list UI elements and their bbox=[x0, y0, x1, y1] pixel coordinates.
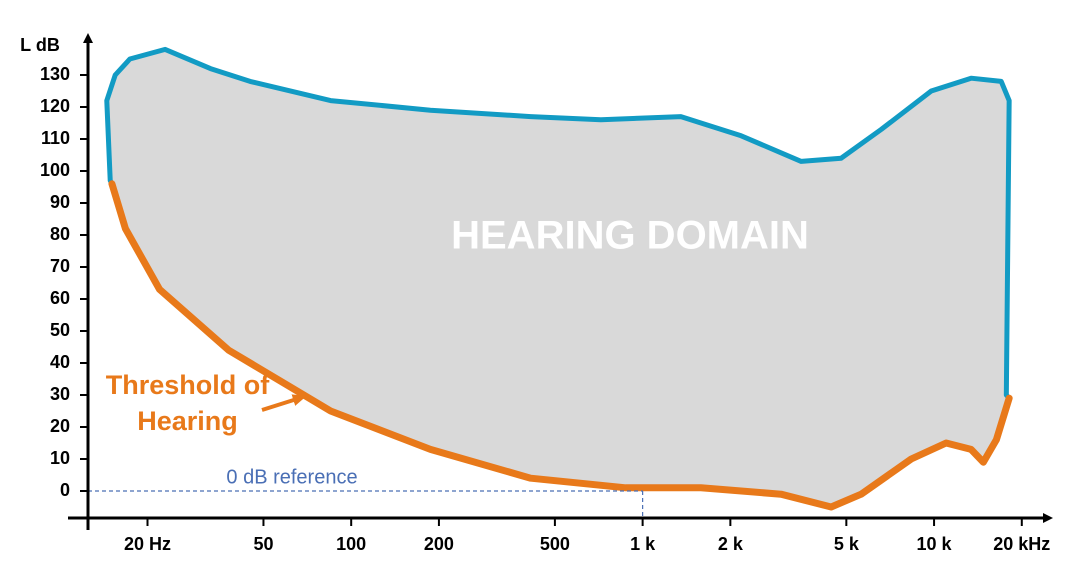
x-tick-label: 1 k bbox=[630, 534, 656, 554]
reference-label: 0 dB reference bbox=[226, 466, 357, 488]
y-tick-label: 100 bbox=[40, 160, 70, 180]
plot bbox=[88, 46, 1013, 518]
threshold-label: Threshold of Hearing bbox=[105, 370, 270, 436]
y-axis-label: L dB bbox=[20, 35, 60, 55]
y-tick-label: 60 bbox=[50, 288, 70, 308]
threshold-arrow bbox=[261, 394, 307, 412]
x-tick-label: 2 k bbox=[718, 534, 744, 554]
x-tick-label: 10 k bbox=[917, 534, 953, 554]
x-tick-label: 5 k bbox=[834, 534, 860, 554]
x-tick-label: 100 bbox=[336, 534, 366, 554]
x-tick-label: 200 bbox=[424, 534, 454, 554]
y-tick-label: 130 bbox=[40, 64, 70, 84]
x-tick-label: 500 bbox=[540, 534, 570, 554]
y-tick-label: 10 bbox=[50, 448, 70, 468]
y-tick-label: 40 bbox=[50, 352, 70, 372]
y-tick-label: 80 bbox=[50, 224, 70, 244]
y-tick-label: 30 bbox=[50, 384, 70, 404]
y-tick-label: 50 bbox=[50, 320, 70, 340]
y-tick-label: 70 bbox=[50, 256, 70, 276]
x-tick-label: 20 kHz bbox=[993, 534, 1050, 554]
y-tick-label: 110 bbox=[41, 128, 70, 148]
domain-label: HEARING DOMAIN bbox=[451, 214, 809, 258]
threshold-line bbox=[108, 180, 1013, 511]
y-tick-label: 20 bbox=[50, 416, 70, 436]
x-tick-label: 20 Hz bbox=[124, 534, 171, 554]
y-tick-label: 0 bbox=[60, 480, 70, 500]
x-tick-label: 50 bbox=[253, 534, 273, 554]
y-tick-label: 90 bbox=[50, 192, 70, 212]
y-tick-label: 120 bbox=[40, 96, 70, 116]
